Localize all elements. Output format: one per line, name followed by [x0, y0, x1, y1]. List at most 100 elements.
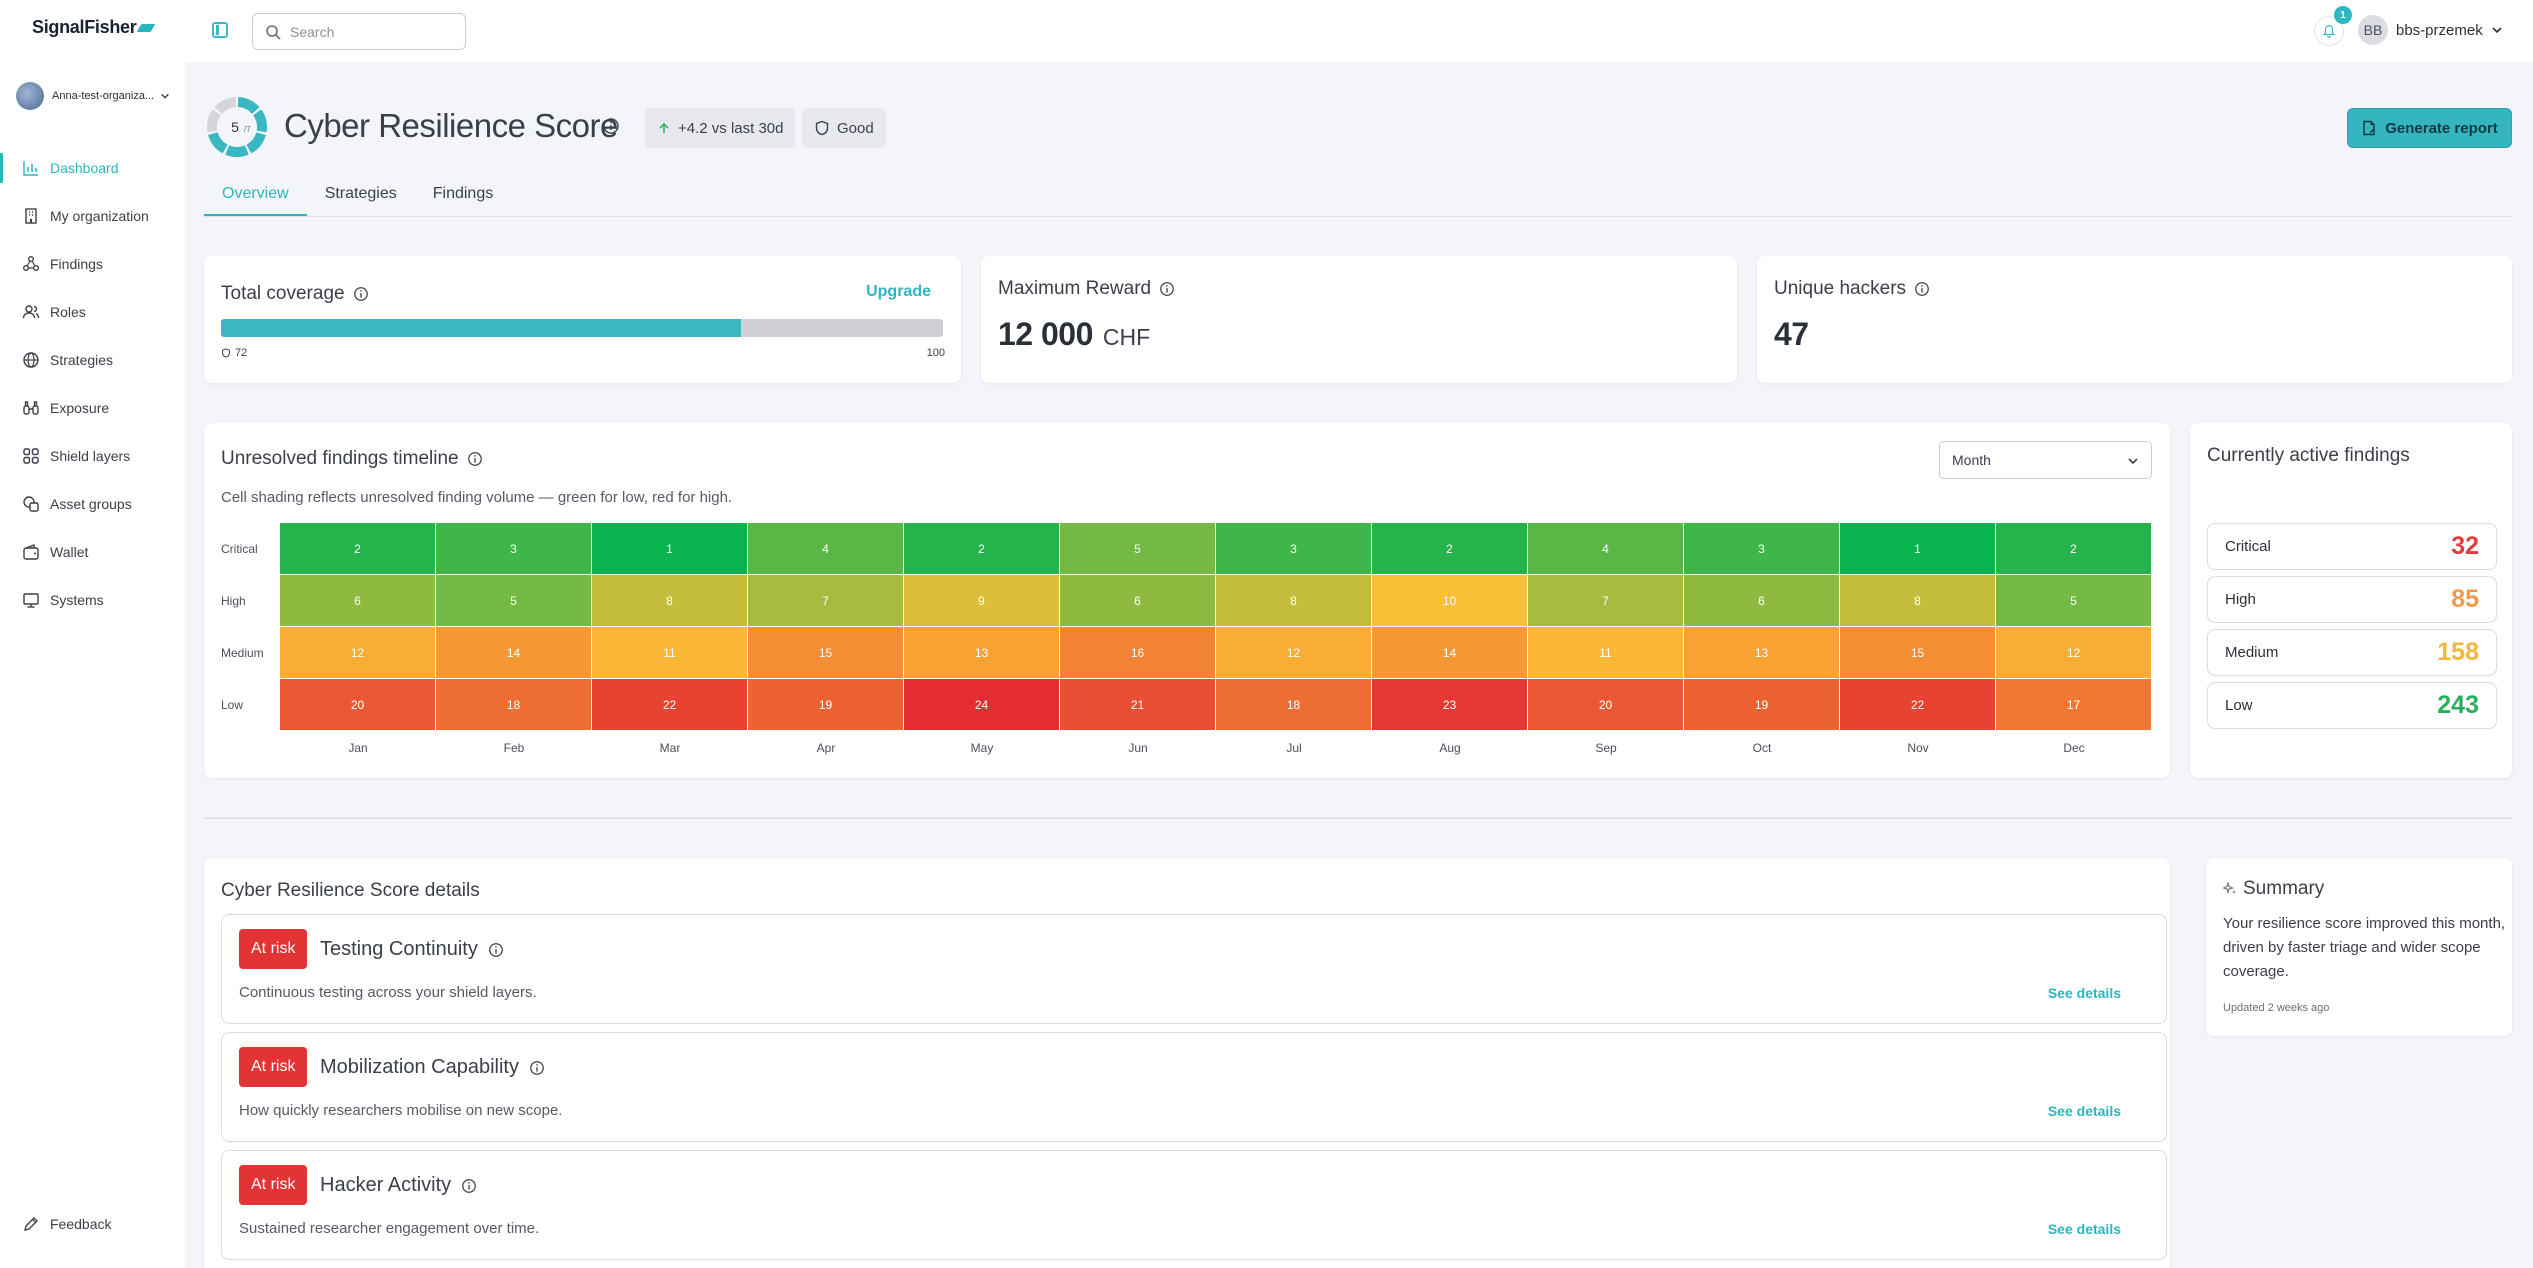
heatmap-cell[interactable]: 22 [592, 679, 747, 730]
heatmap-cell[interactable]: 23 [1372, 679, 1527, 730]
heatmap-cell[interactable]: 3 [1216, 523, 1371, 574]
see-details-link[interactable]: See details [2047, 1221, 2121, 1237]
search-input[interactable] [290, 23, 460, 40]
heatmap-cell[interactable]: 14 [1372, 627, 1527, 678]
active-finding-low[interactable]: Low 243 [2207, 682, 2497, 729]
heatmap-cell[interactable]: 3 [436, 523, 591, 574]
heatmap-cell[interactable]: 15 [748, 627, 903, 678]
chevron-down-icon [2128, 458, 2138, 465]
heatmap-cell[interactable]: 22 [1840, 679, 1995, 730]
heatmap-cell[interactable]: 1 [1840, 523, 1995, 574]
heatmap-cell[interactable]: 7 [1528, 575, 1683, 626]
heatmap-cell[interactable]: 12 [1996, 627, 2151, 678]
heatmap-cell[interactable]: 18 [436, 679, 591, 730]
heatmap-cell[interactable]: 18 [1216, 679, 1371, 730]
coverage-bar-fill [221, 319, 741, 337]
info-icon[interactable] [1914, 281, 1930, 297]
tab-findings[interactable]: Findings [432, 185, 494, 202]
generate-report-button[interactable]: Generate report [2347, 108, 2512, 148]
heatmap-cell[interactable]: 13 [904, 627, 1059, 678]
heatmap-cell[interactable]: 4 [1528, 523, 1683, 574]
sidebar-item-strategies[interactable]: Strategies [0, 336, 185, 384]
sidebar-item-systems[interactable]: Systems [0, 576, 185, 624]
heatmap-cell[interactable]: 20 [280, 679, 435, 730]
info-icon[interactable] [488, 942, 504, 958]
heatmap-cell[interactable]: 9 [904, 575, 1059, 626]
heatmap-cell[interactable]: 14 [436, 627, 591, 678]
see-details-link[interactable]: See details [2047, 1103, 2121, 1119]
heatmap-cell[interactable]: 8 [1840, 575, 1995, 626]
sidebar-item-exposure[interactable]: Exposure [0, 384, 185, 432]
heatmap-cell[interactable]: 2 [1372, 523, 1527, 574]
info-icon[interactable] [529, 1060, 545, 1076]
active-finding-medium[interactable]: Medium 158 [2207, 629, 2497, 676]
info-icon[interactable] [1159, 281, 1175, 297]
heatmap-cell[interactable]: 8 [592, 575, 747, 626]
sidebar-item-roles[interactable]: Roles [0, 288, 185, 336]
app-logo[interactable]: SignalFisher [32, 17, 156, 38]
heatmap-cell[interactable]: 19 [748, 679, 903, 730]
upgrade-link[interactable]: Upgrade [866, 283, 931, 300]
period-select[interactable]: Month [1939, 441, 2152, 479]
heatmap-cell[interactable]: 12 [1216, 627, 1371, 678]
org-switcher[interactable]: Anna-test-organiza... [16, 82, 170, 110]
active-finding-high[interactable]: High 85 [2207, 576, 2497, 623]
summary-card: Summary Your resilience score improved t… [2206, 858, 2512, 1036]
feedback-link[interactable]: Feedback [22, 1215, 111, 1233]
heatmap-cell[interactable]: 6 [1684, 575, 1839, 626]
heatmap-cell[interactable]: 16 [1060, 627, 1215, 678]
heatmap-cell[interactable]: 2 [904, 523, 1059, 574]
heatmap-cell[interactable]: 20 [1528, 679, 1683, 730]
heatmap-cell[interactable]: 5 [436, 575, 591, 626]
heatmap-cell[interactable]: 2 [280, 523, 435, 574]
tab-strategies[interactable]: Strategies [324, 185, 397, 202]
info-icon[interactable] [467, 451, 483, 467]
heatmap-cell[interactable]: 6 [1060, 575, 1215, 626]
hackers-title: Unique hackers [1774, 278, 1930, 300]
sidebar-item-label: Exposure [50, 400, 110, 416]
search-box[interactable] [252, 13, 466, 50]
info-icon[interactable] [353, 286, 369, 302]
heatmap-cell[interactable]: 5 [1996, 575, 2151, 626]
heatmap-cell[interactable]: 15 [1840, 627, 1995, 678]
heatmap-cell[interactable]: 11 [592, 627, 747, 678]
heatmap-cell[interactable]: 3 [1684, 523, 1839, 574]
heatmap-cell[interactable]: 7 [748, 575, 903, 626]
heatmap-cell[interactable]: 2 [1996, 523, 2151, 574]
sidebar-item-shield-layers[interactable]: Shield layers [0, 432, 185, 480]
heatmap-cell[interactable]: 1 [592, 523, 747, 574]
heatmap-cell[interactable]: 19 [1684, 679, 1839, 730]
sidebar-item-findings[interactable]: Findings [0, 240, 185, 288]
severity-count: 243 [2437, 691, 2479, 719]
hackers-card: Unique hackers 47 [1757, 256, 2512, 383]
tab-overview[interactable]: Overview [204, 172, 307, 216]
sidebar-item-my-organization[interactable]: My organization [0, 192, 185, 240]
status-text: Good [837, 119, 874, 137]
active-finding-critical[interactable]: Critical 32 [2207, 523, 2497, 570]
arrow-up-icon [659, 122, 669, 133]
user-menu[interactable]: BB bbs-przemek [2358, 15, 2503, 45]
heatmap-cell[interactable]: 5 [1060, 523, 1215, 574]
active-findings-card: Currently active findings Critical 32 Hi… [2190, 423, 2512, 778]
heatmap-x-label: Sep [1595, 741, 1617, 755]
heatmap-cell[interactable]: 8 [1216, 575, 1371, 626]
heatmap-cell[interactable]: 21 [1060, 679, 1215, 730]
heatmap-cell[interactable]: 17 [1996, 679, 2151, 730]
sidebar-item-asset-groups[interactable]: Asset groups [0, 480, 185, 528]
heatmap-x-label: Jan [348, 741, 368, 755]
heatmap-cell[interactable]: 12 [280, 627, 435, 678]
heatmap-cell[interactable]: 4 [748, 523, 903, 574]
info-icon[interactable] [461, 1178, 477, 1194]
sidebar-item-dashboard[interactable]: Dashboard [0, 144, 185, 192]
heatmap-cell[interactable]: 13 [1684, 627, 1839, 678]
heatmap-cell[interactable]: 6 [280, 575, 435, 626]
heatmap-cell[interactable]: 24 [904, 679, 1059, 730]
sidebar-item-label: Roles [50, 304, 86, 320]
info-icon[interactable] [602, 117, 620, 135]
sidebar-toggle-icon[interactable] [212, 22, 228, 38]
see-details-link[interactable]: See details [2047, 985, 2121, 1001]
heatmap-cell[interactable]: 11 [1528, 627, 1683, 678]
heatmap-cell[interactable]: 10 [1372, 575, 1527, 626]
sidebar-item-wallet[interactable]: Wallet [0, 528, 185, 576]
score-value: 5 [231, 119, 239, 135]
